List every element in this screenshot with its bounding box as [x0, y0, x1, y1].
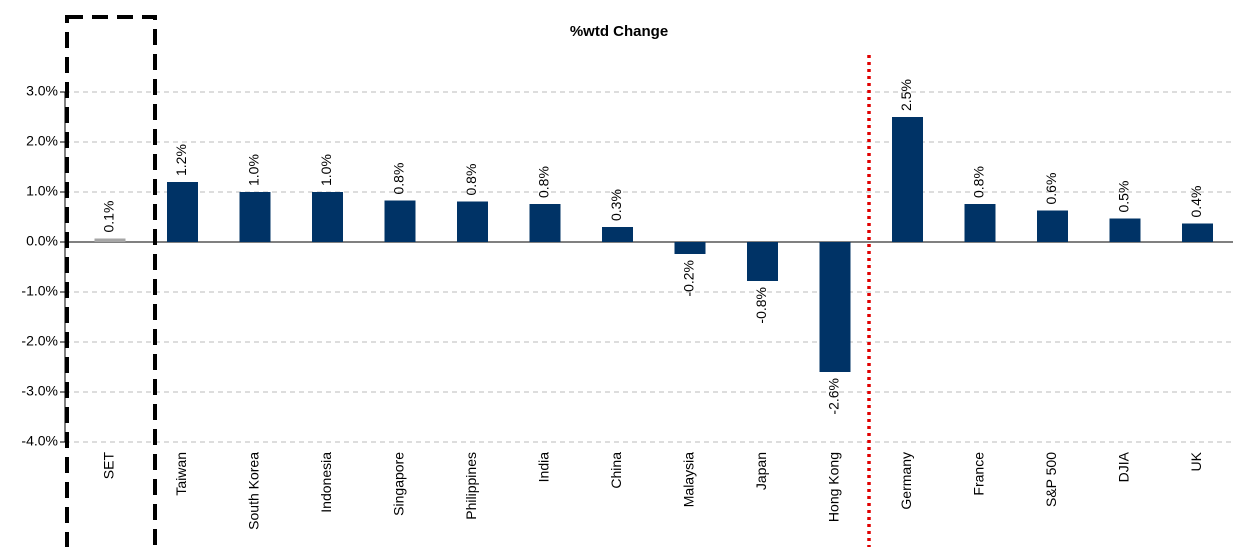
x-tick-label: China — [608, 452, 624, 489]
value-label: 1.0% — [318, 154, 334, 186]
x-tick-label: Malaysia — [681, 452, 697, 507]
bar — [384, 200, 416, 242]
chart-title: %wtd Change — [570, 23, 668, 40]
x-tick-label: Japan — [753, 452, 769, 490]
bar — [457, 201, 488, 242]
bar — [1037, 210, 1068, 242]
bar — [529, 204, 561, 242]
y-tick-label: -2.0% — [21, 333, 58, 349]
value-label: 0.8% — [463, 164, 479, 196]
value-label: 1.2% — [173, 144, 189, 176]
plot: -4.0% -3.0% -2.0% -1.0% 0.0% 1.0% 2.0% 3.0% SET 0… — [21, 79, 1233, 530]
y-tick-label: -4.0% — [21, 433, 58, 449]
bar — [674, 242, 706, 254]
bar — [312, 192, 343, 242]
bar — [747, 242, 778, 281]
y-tick-label: -1.0% — [21, 283, 58, 299]
value-label: 0.6% — [1043, 173, 1059, 205]
x-tick-label: S&P 500 — [1043, 452, 1059, 507]
bar — [1109, 218, 1141, 242]
bar — [94, 238, 126, 242]
value-label: 2.5% — [898, 79, 914, 111]
value-label: 0.4% — [1188, 186, 1204, 218]
x-tick-label: India — [536, 452, 552, 483]
value-label: 0.8% — [391, 163, 407, 195]
x-tick-label: Hong Kong — [826, 452, 842, 522]
value-label: 1.0% — [246, 154, 262, 186]
x-tick-label: Singapore — [391, 452, 407, 516]
x-tick-label: Germany — [898, 452, 914, 510]
bar — [819, 242, 851, 372]
bar — [602, 227, 633, 242]
value-label: 0.8% — [536, 166, 552, 198]
bar — [892, 117, 923, 242]
value-label: -0.8% — [753, 287, 769, 324]
bar — [167, 182, 198, 242]
x-tick-label: DJIA — [1116, 451, 1132, 482]
x-tick-label: Taiwan — [173, 452, 189, 496]
value-label: -0.2% — [681, 260, 697, 297]
bar — [964, 204, 996, 242]
y-tick-label: 0.0% — [26, 233, 58, 249]
y-tick-label: -3.0% — [21, 383, 58, 399]
value-label: 0.5% — [1116, 181, 1132, 213]
bar — [1182, 223, 1213, 242]
highlight-box — [65, 15, 157, 547]
x-tick-label: SET — [101, 452, 117, 480]
y-tick-label: 1.0% — [26, 183, 58, 199]
value-label: 0.3% — [608, 189, 624, 221]
x-tick-label: Indonesia — [318, 452, 334, 513]
x-tick-label: UK — [1188, 451, 1204, 471]
x-tick-label: South Korea — [246, 452, 262, 530]
x-tick-label: France — [971, 452, 987, 496]
y-tick-label: 2.0% — [26, 133, 58, 149]
value-label: -2.6% — [826, 378, 842, 415]
value-label: 0.8% — [971, 166, 987, 198]
y-tick-label: 3.0% — [26, 83, 58, 99]
x-tick-label: Philippines — [463, 452, 479, 520]
value-label: 0.1% — [101, 201, 117, 233]
bar — [239, 192, 271, 242]
